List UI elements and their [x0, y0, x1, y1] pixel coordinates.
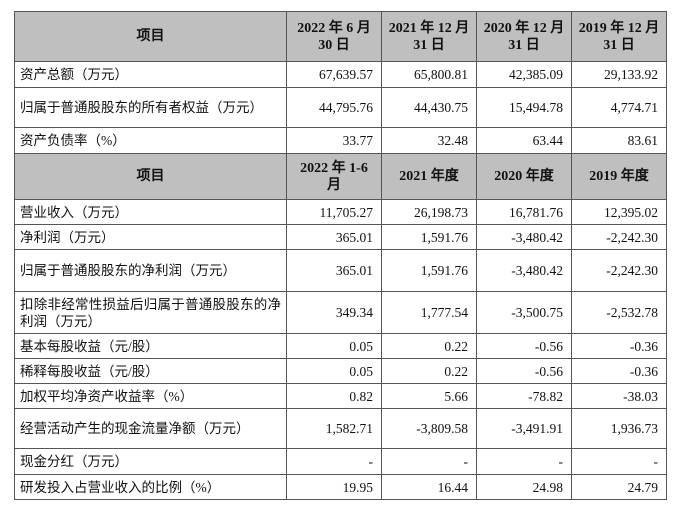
cell-value: 19.95 — [286, 474, 382, 500]
header-col-2021-12-31: 2021 年 12 月 31 日 — [381, 11, 477, 62]
header-col-2022-06-30: 2022 年 6 月 30 日 — [286, 11, 382, 62]
cell-value: 16.44 — [381, 474, 477, 500]
cell-value: 0.05 — [286, 333, 382, 359]
table-row: 归属于普通股股东的净利润（万元） 365.01 1,591.76 -3,480.… — [14, 249, 667, 292]
cell-value: 1,591.76 — [381, 249, 477, 292]
cell-value: 365.01 — [286, 249, 382, 292]
cell-value: - — [571, 448, 667, 475]
cell-value: 24.98 — [476, 474, 572, 500]
cell-value: 11,705.27 — [286, 199, 382, 225]
row-label: 归属于普通股股东的所有者权益（万元） — [14, 87, 287, 128]
cell-value: 1,591.76 — [381, 224, 477, 250]
cell-value: 0.82 — [286, 383, 382, 409]
cell-value: 365.01 — [286, 224, 382, 250]
row-label: 资产负债率（%） — [14, 127, 287, 154]
cell-value: -2,242.30 — [571, 224, 667, 250]
table-row: 归属于普通股股东的所有者权益（万元） 44,795.76 44,430.75 1… — [14, 87, 667, 128]
cell-value: 33.77 — [286, 127, 382, 154]
cell-value: 1,936.73 — [571, 408, 667, 449]
row-label: 研发投入占营业收入的比例（%） — [14, 474, 287, 500]
table-row: 研发投入占营业收入的比例（%） 19.95 16.44 24.98 24.79 — [14, 474, 667, 500]
cell-value: - — [476, 448, 572, 475]
cell-value: -0.36 — [571, 333, 667, 359]
cell-value: -3,809.58 — [381, 408, 477, 449]
cell-value: - — [286, 448, 382, 475]
table-row: 现金分红（万元） - - - - — [14, 448, 667, 475]
row-label: 稀释每股收益（元/股） — [14, 358, 287, 384]
cell-value: 1,777.54 — [381, 291, 477, 334]
cell-value: 32.48 — [381, 127, 477, 154]
cell-value: 16,781.76 — [476, 199, 572, 225]
cell-value: -3,491.91 — [476, 408, 572, 449]
cell-value: 29,133.92 — [571, 61, 667, 88]
row-label: 加权平均净资产收益率（%） — [14, 383, 287, 409]
cell-value: 12,395.02 — [571, 199, 667, 225]
cell-value: - — [381, 448, 477, 475]
cell-value: 67,639.57 — [286, 61, 382, 88]
table-row: 资产负债率（%） 33.77 32.48 63.44 83.61 — [14, 127, 667, 154]
cell-value: 63.44 — [476, 127, 572, 154]
cell-value: 0.22 — [381, 358, 477, 384]
cell-value: -2,242.30 — [571, 249, 667, 292]
cell-value: -0.36 — [571, 358, 667, 384]
header-col-2019-12-31: 2019 年 12 月 31 日 — [571, 11, 667, 62]
header-item: 项目 — [14, 11, 287, 62]
table-row: 营业收入（万元） 11,705.27 26,198.73 16,781.76 1… — [14, 199, 667, 225]
table-row: 稀释每股收益（元/股） 0.05 0.22 -0.56 -0.36 — [14, 358, 667, 384]
row-label: 基本每股收益（元/股） — [14, 333, 287, 359]
table-row: 净利润（万元） 365.01 1,591.76 -3,480.42 -2,242… — [14, 224, 667, 250]
header-col-2019: 2019 年度 — [571, 153, 667, 200]
header-col-2020-12-31: 2020 年 12 月 31 日 — [476, 11, 572, 62]
header-col-2022-h1: 2022 年 1-6 月 — [286, 153, 382, 200]
cell-value: 0.05 — [286, 358, 382, 384]
row-label: 资产总额（万元） — [14, 61, 287, 88]
cell-value: -0.56 — [476, 333, 572, 359]
row-label: 营业收入（万元） — [14, 199, 287, 225]
cell-value: 65,800.81 — [381, 61, 477, 88]
table-row: 资产总额（万元） 67,639.57 65,800.81 42,385.09 2… — [14, 61, 667, 88]
table-row: 加权平均净资产收益率（%） 0.82 5.66 -78.82 -38.03 — [14, 383, 667, 409]
cell-value: -3,480.42 — [476, 249, 572, 292]
header-row-income: 项目 2022 年 1-6 月 2021 年度 2020 年度 2019 年度 — [14, 153, 667, 200]
table-row: 扣除非经常性损益后归属于普通股股东的净利润（万元） 349.34 1,777.5… — [14, 291, 667, 334]
header-col-2021: 2021 年度 — [381, 153, 477, 200]
header-row-balance: 项目 2022 年 6 月 30 日 2021 年 12 月 31 日 2020… — [14, 11, 667, 62]
cell-value: 24.79 — [571, 474, 667, 500]
cell-value: 42,385.09 — [476, 61, 572, 88]
header-item: 项目 — [14, 153, 287, 200]
cell-value: 44,430.75 — [381, 87, 477, 128]
cell-value: -3,500.75 — [476, 291, 572, 334]
table-row: 基本每股收益（元/股） 0.05 0.22 -0.56 -0.36 — [14, 333, 667, 359]
cell-value: -38.03 — [571, 383, 667, 409]
cell-value: -3,480.42 — [476, 224, 572, 250]
cell-value: 26,198.73 — [381, 199, 477, 225]
row-label: 现金分红（万元） — [14, 448, 287, 475]
cell-value: -78.82 — [476, 383, 572, 409]
cell-value: -2,532.78 — [571, 291, 667, 334]
row-label: 经营活动产生的现金流量净额（万元） — [14, 408, 287, 449]
cell-value: 4,774.71 — [571, 87, 667, 128]
header-col-2020: 2020 年度 — [476, 153, 572, 200]
cell-value: 1,582.71 — [286, 408, 382, 449]
table-row: 经营活动产生的现金流量净额（万元） 1,582.71 -3,809.58 -3,… — [14, 408, 667, 449]
row-label: 扣除非经常性损益后归属于普通股股东的净利润（万元） — [14, 291, 287, 334]
row-label: 净利润（万元） — [14, 224, 287, 250]
cell-value: 349.34 — [286, 291, 382, 334]
financial-summary-table: 项目 2022 年 6 月 30 日 2021 年 12 月 31 日 2020… — [14, 11, 667, 500]
row-label: 归属于普通股股东的净利润（万元） — [14, 249, 287, 292]
cell-value: 83.61 — [571, 127, 667, 154]
cell-value: 44,795.76 — [286, 87, 382, 128]
cell-value: 5.66 — [381, 383, 477, 409]
cell-value: -0.56 — [476, 358, 572, 384]
cell-value: 15,494.78 — [476, 87, 572, 128]
cell-value: 0.22 — [381, 333, 477, 359]
